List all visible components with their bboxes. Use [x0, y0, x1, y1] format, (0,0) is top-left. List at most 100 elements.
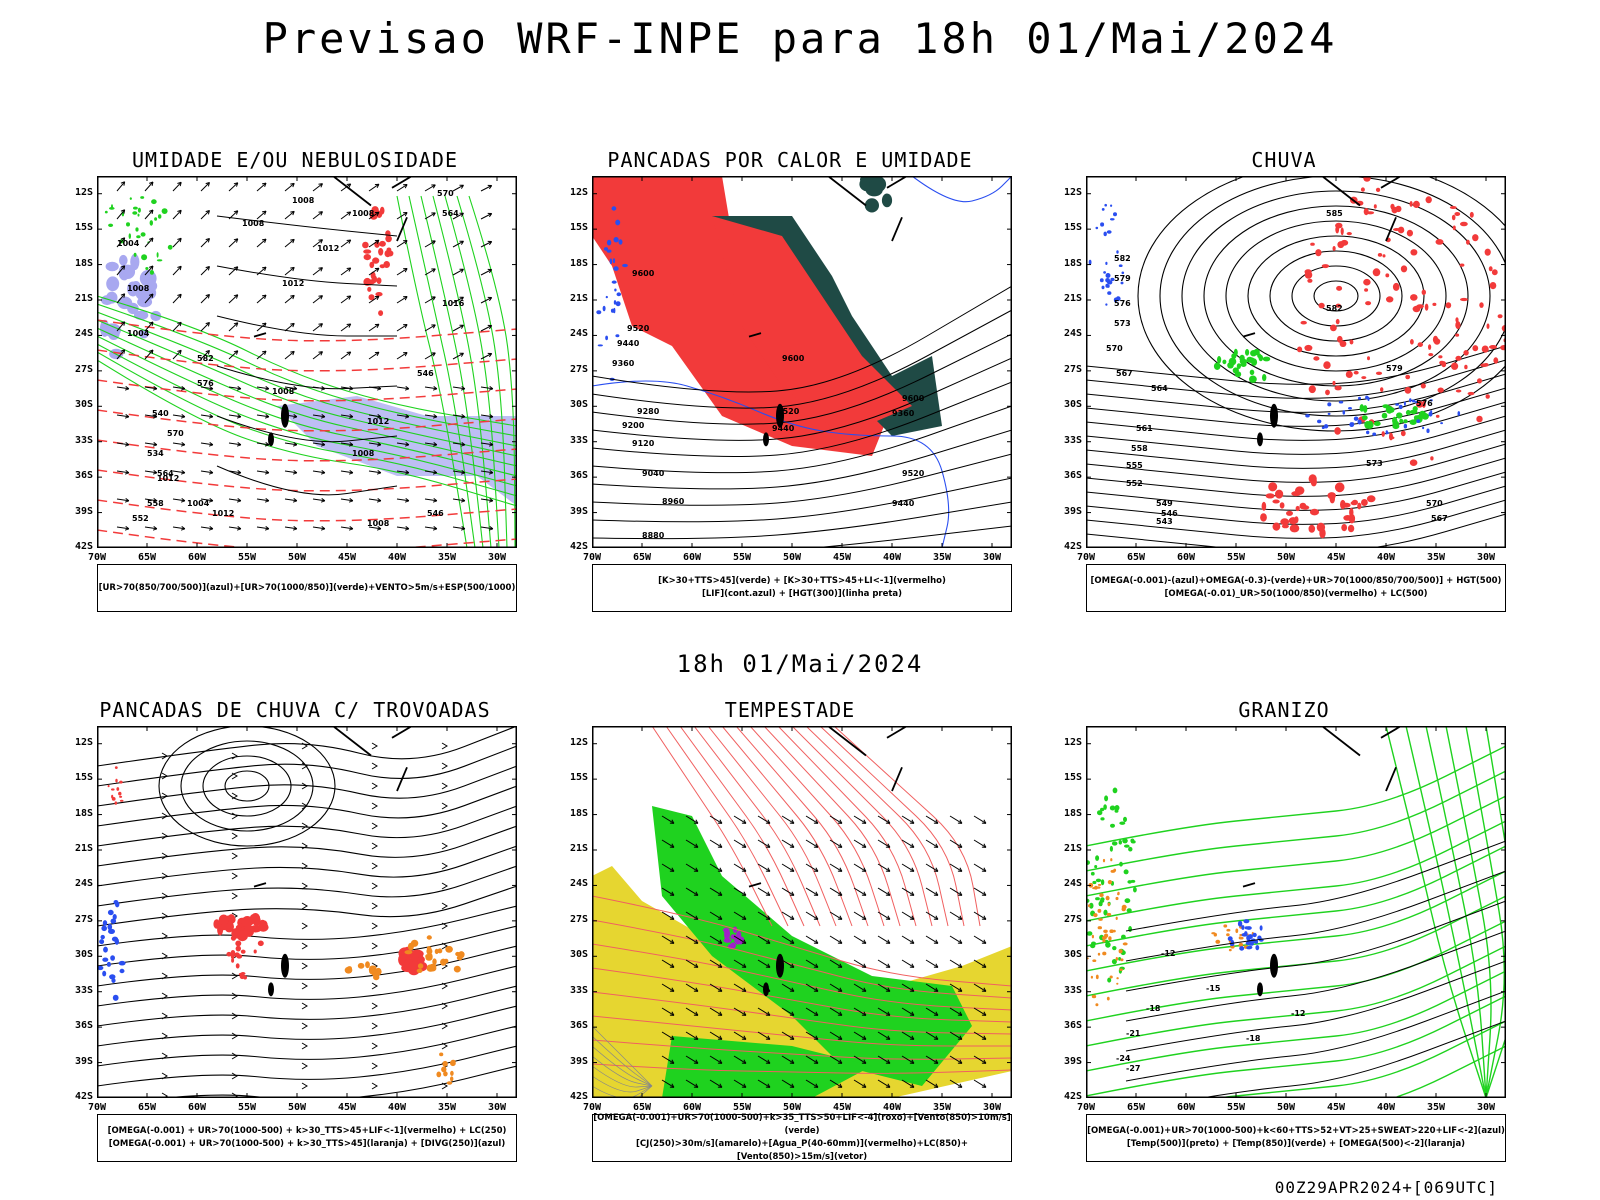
- omega-03: [1366, 420, 1374, 428]
- wind-vector: [340, 183, 351, 192]
- streamline-arrow: [301, 742, 308, 750]
- omega-ur50: [1366, 495, 1376, 503]
- wind-vector: [829, 1007, 843, 1016]
- omega-001: [1105, 303, 1108, 306]
- humidity-850-500: [106, 291, 118, 304]
- contour-label: 1012: [317, 244, 339, 253]
- omega-ur50: [1493, 357, 1499, 364]
- wind-vector-head: [837, 987, 843, 992]
- wind-vector-head: [376, 414, 382, 419]
- wind-vector-head: [741, 1035, 747, 1040]
- wind-vector-head: [348, 470, 354, 475]
- wind-vector-head: [205, 294, 210, 299]
- omega-ur50: [1332, 380, 1336, 386]
- omega-ur50: [1410, 249, 1418, 256]
- temperature-850: [1385, 726, 1487, 1098]
- wind-vector-head: [909, 1083, 915, 1088]
- wind-vector: [661, 1031, 675, 1040]
- omega-ur50: [1316, 522, 1326, 532]
- geopotential-height-500: [1225, 220, 1447, 372]
- longitude-label: 65W: [632, 1102, 652, 1113]
- map-frame: 12S 15S 18S 21S 24S 27S 30S 33S 36S 39S 42S 70W 65W 6…: [75, 726, 517, 1113]
- omega-001: [1113, 212, 1117, 217]
- temperature-850: [1086, 820, 1506, 922]
- wind-vector-head: [264, 442, 270, 447]
- wind-vector: [781, 1079, 795, 1088]
- wind-vector: [829, 863, 843, 872]
- wind-vector-head: [933, 891, 939, 896]
- wind-vector-head: [741, 867, 747, 872]
- humidity-1000-850: [420, 195, 484, 548]
- political-border: [253, 332, 267, 338]
- hail-blue: [1255, 945, 1260, 951]
- omega-001: [1416, 419, 1421, 423]
- wind-vector-head: [693, 987, 699, 992]
- omega-500: [1102, 936, 1107, 940]
- wind-vector: [424, 526, 437, 530]
- thickness-500-1000: [369, 261, 375, 269]
- wind-vector-head: [149, 349, 154, 355]
- wind-vector-head: [403, 352, 408, 357]
- wind-vector-head: [789, 1035, 795, 1040]
- thunderstorm-orange: [370, 967, 375, 974]
- hatch: [592, 1035, 653, 1087]
- omega-001: [1106, 230, 1112, 234]
- wind-vector: [116, 442, 129, 446]
- wind-vector: [368, 323, 380, 332]
- omega-03: [1413, 415, 1419, 421]
- contour-label: 9120: [632, 439, 655, 448]
- wind-vector: [853, 1079, 867, 1088]
- contour-label: 579: [1386, 364, 1403, 373]
- wind-vector: [144, 293, 154, 304]
- streamline-arrow: [161, 812, 168, 820]
- omega-500: [1102, 951, 1107, 956]
- omega-ur50: [1339, 340, 1347, 347]
- wind-vector-head: [149, 265, 154, 271]
- temperature-850: [1445, 726, 1492, 1098]
- wind-vector: [144, 237, 154, 248]
- divergence-250: [119, 968, 125, 974]
- omega-03: [1396, 412, 1403, 419]
- streamline-high: [202, 755, 292, 817]
- wind-vector: [200, 442, 213, 446]
- omega-03: [1409, 419, 1417, 425]
- wind-vector-head: [837, 1083, 843, 1088]
- wind-vector-head: [320, 526, 326, 531]
- wind-vector-head: [957, 963, 963, 968]
- contour-label: 582: [1326, 304, 1343, 313]
- wind-vector-head: [318, 239, 323, 244]
- wind-vector: [781, 1031, 795, 1040]
- omega-03: [1363, 405, 1368, 413]
- humidity-1000-850: [161, 208, 168, 214]
- wind-vector: [757, 1055, 771, 1064]
- contour-label: 546: [417, 369, 434, 378]
- latitude-label: 18S: [569, 807, 588, 819]
- humidity-1000-850: [141, 254, 148, 261]
- wind-vector: [757, 815, 771, 824]
- lagoa-dos-patos: [1270, 403, 1278, 428]
- panel-title: PANCADAS POR CALOR E UMIDADE: [607, 148, 973, 172]
- wind-vector-head: [348, 386, 354, 391]
- wind-vector-head: [837, 915, 843, 920]
- contour-label: 540: [152, 409, 169, 418]
- streamline: [97, 905, 517, 947]
- omega-ur50: [1449, 206, 1457, 209]
- map-background: [97, 726, 517, 1098]
- wind-vector: [452, 324, 464, 332]
- streamline-arrow: [371, 942, 378, 950]
- wind-vector: [116, 237, 126, 248]
- temperature-850: [1112, 946, 1117, 951]
- latitude-label: 33S: [74, 434, 93, 446]
- lagoa-mirim: [763, 982, 769, 997]
- thunderstorm-orange: [445, 945, 453, 953]
- omega-ur50: [1480, 363, 1488, 367]
- wind-vector-head: [320, 470, 326, 475]
- wind-vector-head: [208, 414, 214, 419]
- omega-ur50: [1308, 524, 1316, 533]
- wind-vector: [200, 210, 210, 220]
- wind-vector: [200, 294, 210, 304]
- longitude-label: 45W: [1326, 1102, 1346, 1113]
- divergence-250: [112, 914, 117, 920]
- thickness-500-1000: [97, 319, 517, 342]
- contour-label: 564: [157, 469, 174, 478]
